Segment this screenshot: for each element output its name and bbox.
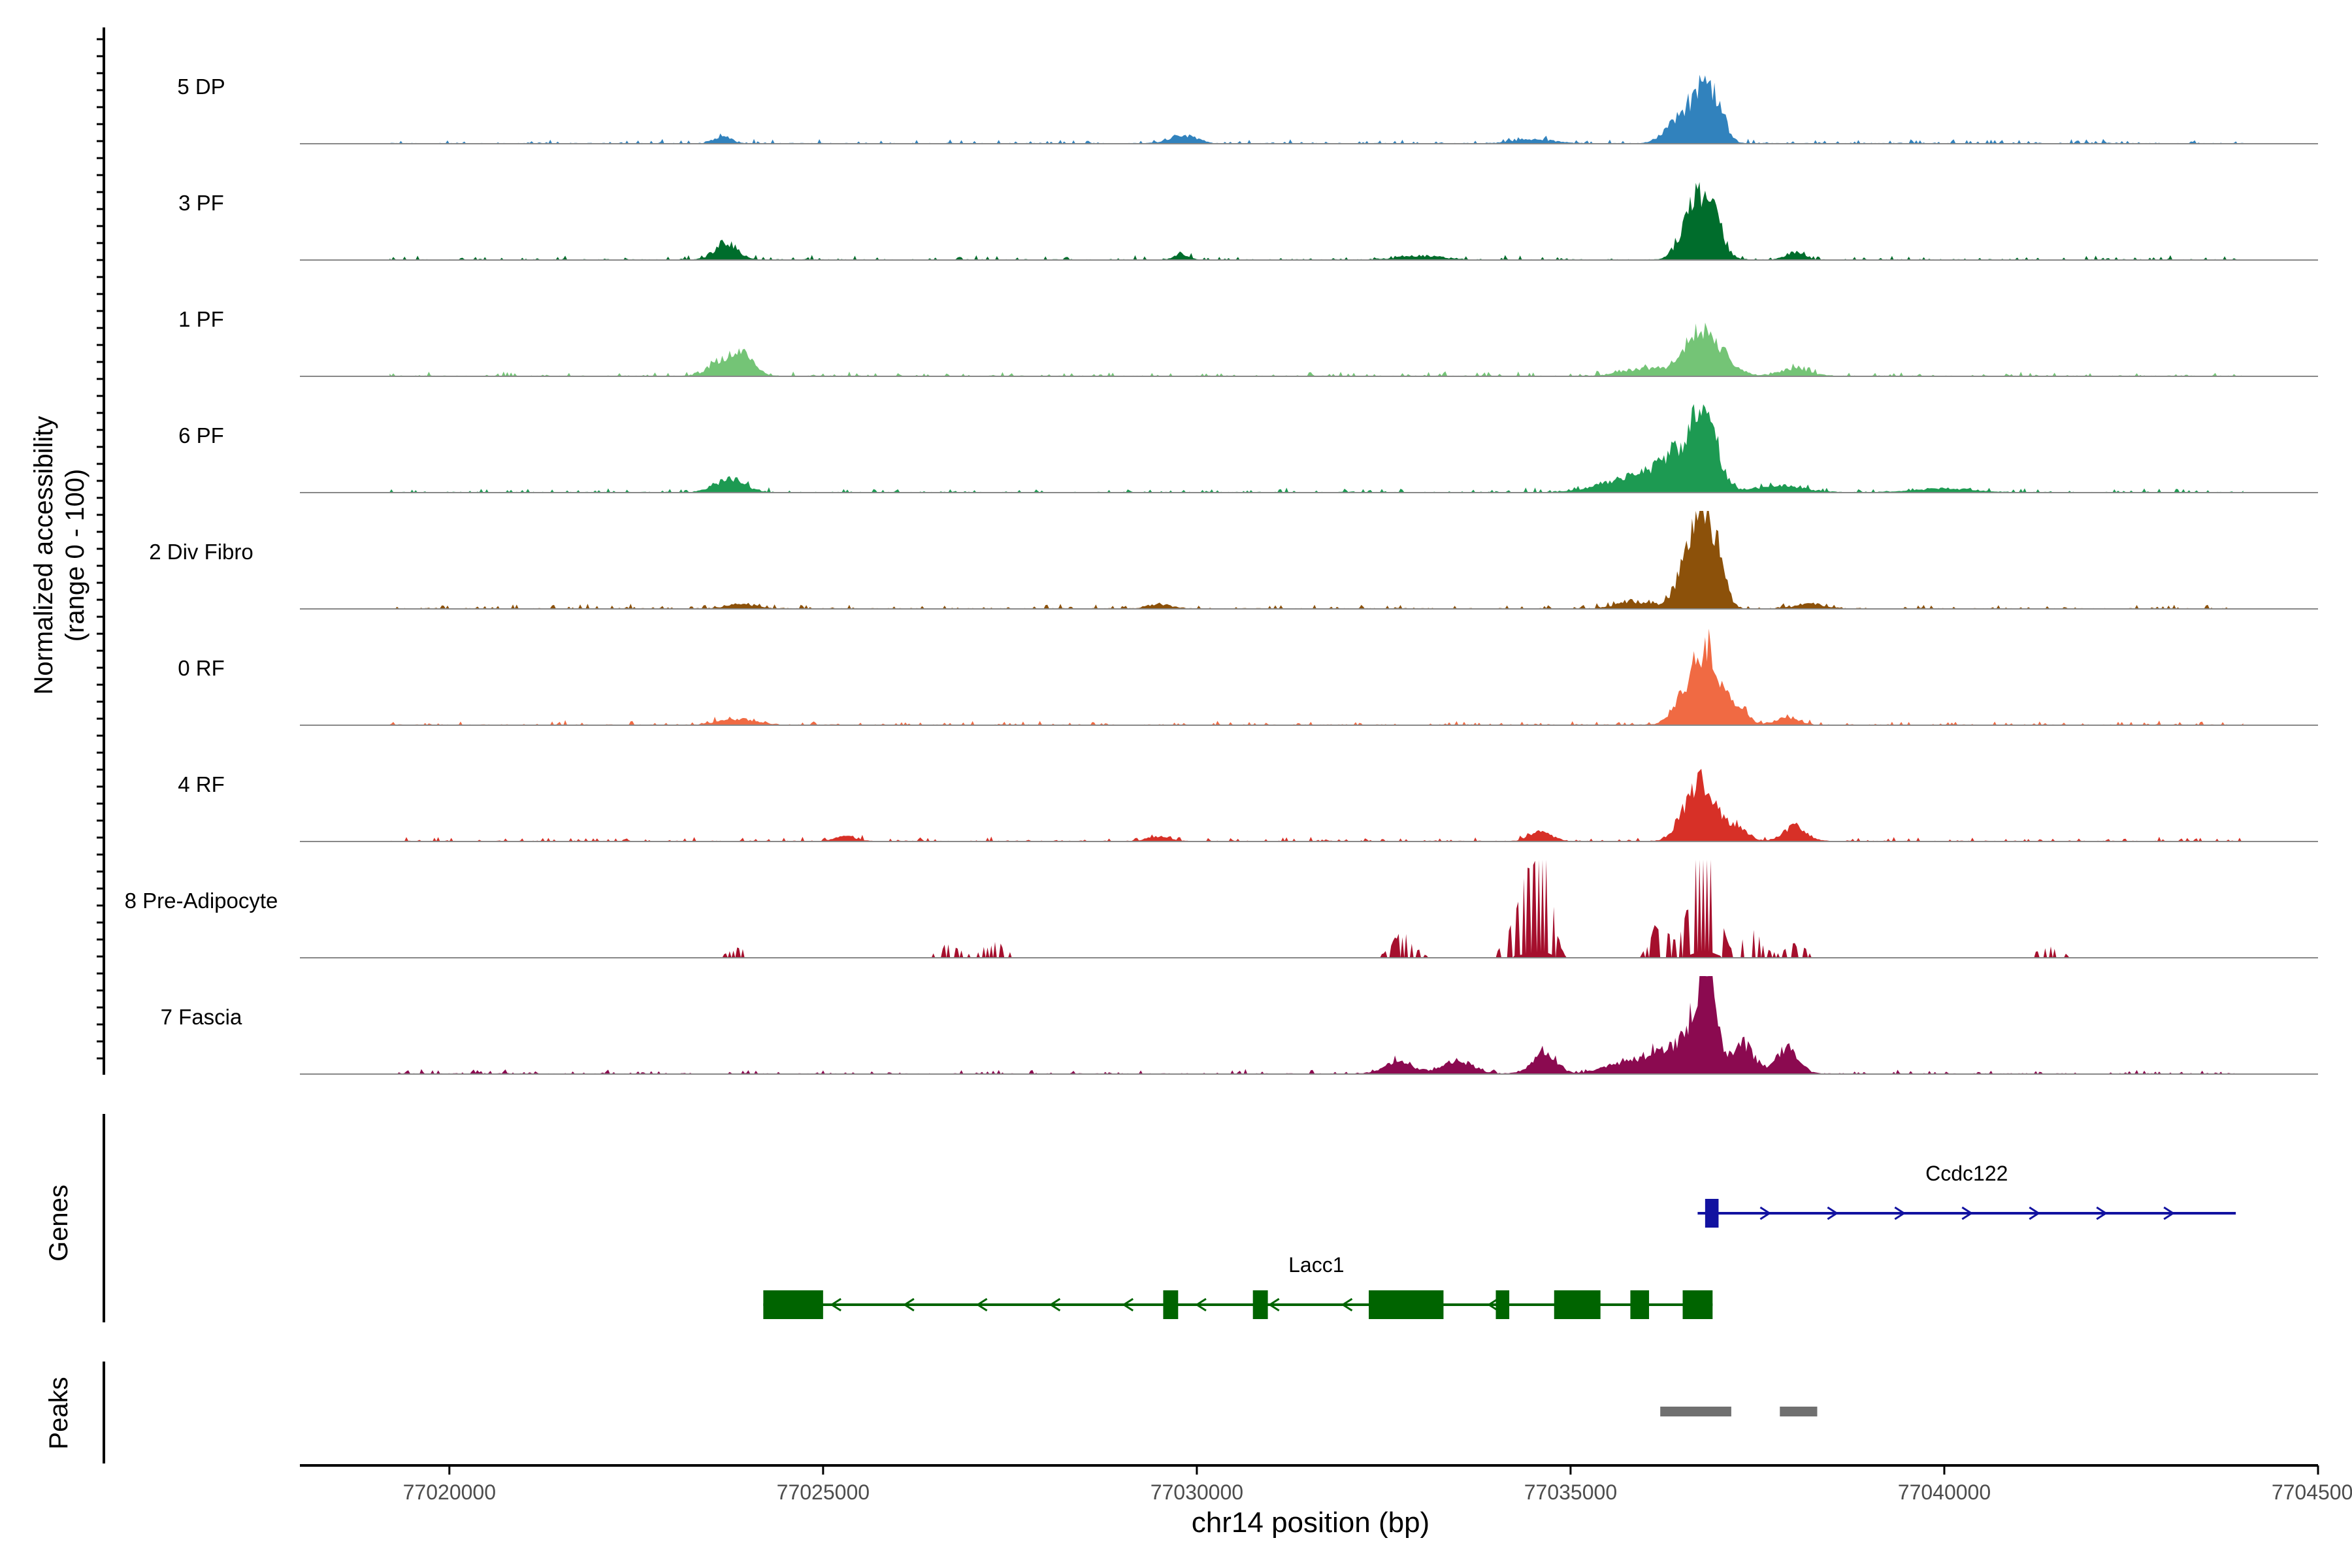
genes-panel-label: Genes (44, 1184, 73, 1262)
strand-arrow (975, 1298, 988, 1312)
exon (1163, 1290, 1179, 1319)
exon (1252, 1290, 1268, 1319)
track-2-div-fibro: 2 Div Fibro (149, 511, 2318, 610)
coverage-ylabel-line1: Normalized accessibility (29, 416, 58, 695)
track-6-pf: 6 PF (178, 404, 2318, 493)
coverage-tracks: 5 DP 3 PF 1 PF 6 PF 2 Div Fibro 0 RF 4 RF 8 Pre… (125, 74, 2318, 1075)
track-label: 3 PF (178, 191, 224, 215)
x-tick-label: 77025000 (777, 1480, 870, 1504)
coverage-y-ticks (97, 38, 104, 1060)
exon (1554, 1290, 1601, 1319)
x-tick-label: 77020000 (403, 1480, 496, 1504)
track-5-dp: 5 DP (177, 74, 2318, 144)
track-label: 0 RF (178, 656, 225, 680)
x-tick-label: 77030000 (1151, 1480, 1243, 1504)
coverage-ylabel-line2: (range 0 - 100) (61, 469, 90, 642)
gene-label: Lacc1 (1288, 1253, 1344, 1277)
track-label: 7 Fascia (161, 1005, 242, 1029)
strand-arrow (1049, 1298, 1061, 1312)
gene-label: Ccdc122 (1925, 1162, 2008, 1185)
track-1-pf: 1 PF (178, 307, 2318, 377)
strand-arrow (830, 1298, 841, 1312)
x-tick-label: 77035000 (1524, 1480, 1617, 1504)
strand-arrow (2029, 1206, 2041, 1220)
strand-arrow (2096, 1206, 2108, 1220)
peak-regions (1660, 1407, 1818, 1416)
strand-arrow (1759, 1206, 1772, 1220)
track-label: 4 RF (178, 772, 225, 796)
x-tick-label: 77040000 (1898, 1480, 1991, 1504)
strand-arrow (903, 1298, 915, 1312)
strand-arrow (1122, 1298, 1134, 1312)
exon (1630, 1290, 1650, 1319)
strand-arrow (1487, 1298, 1499, 1312)
track-label: 5 DP (177, 74, 225, 99)
exon (763, 1290, 823, 1319)
exon (1495, 1290, 1510, 1319)
strand-arrow (2163, 1206, 2175, 1220)
exon (1705, 1199, 1719, 1228)
gene-annotations: Ccdc122 Lacc1 (763, 1162, 2236, 1319)
track-4-rf: 4 RF (178, 768, 2318, 842)
exon (1369, 1290, 1444, 1319)
track-7-fascia: 7 Fascia (161, 976, 2318, 1075)
strand-arrow (1827, 1206, 1839, 1220)
x-tick-label: 77045000 (2272, 1480, 2352, 1504)
exon (1682, 1290, 1713, 1319)
peak-region (1780, 1407, 1818, 1416)
strand-arrow (1341, 1298, 1353, 1312)
track-0-rf: 0 RF (178, 629, 2318, 726)
track-label: 8 Pre-Adipocyte (125, 889, 278, 913)
track-label: 6 PF (178, 423, 224, 448)
strand-arrow (1961, 1206, 1974, 1220)
strand-arrow (1894, 1206, 1906, 1220)
track-label: 1 PF (178, 307, 224, 331)
peak-region (1660, 1407, 1731, 1416)
x-axis-ticks: 77020000 77025000 77030000 77035000 77040000… (403, 1465, 2352, 1504)
gene-ccdc122: Ccdc122 (1697, 1162, 2236, 1228)
peaks-panel-label: Peaks (44, 1377, 73, 1449)
track-label: 2 Div Fibro (149, 540, 253, 564)
strand-arrow (1195, 1298, 1207, 1312)
track-3-pf: 3 PF (178, 182, 2318, 261)
x-axis-title: chr14 position (bp) (1192, 1507, 1429, 1539)
strand-arrow (1267, 1298, 1280, 1312)
gene-lacc1: Lacc1 (763, 1253, 1713, 1319)
track-8-pre-adipocyte: 8 Pre-Adipocyte (125, 860, 2318, 958)
